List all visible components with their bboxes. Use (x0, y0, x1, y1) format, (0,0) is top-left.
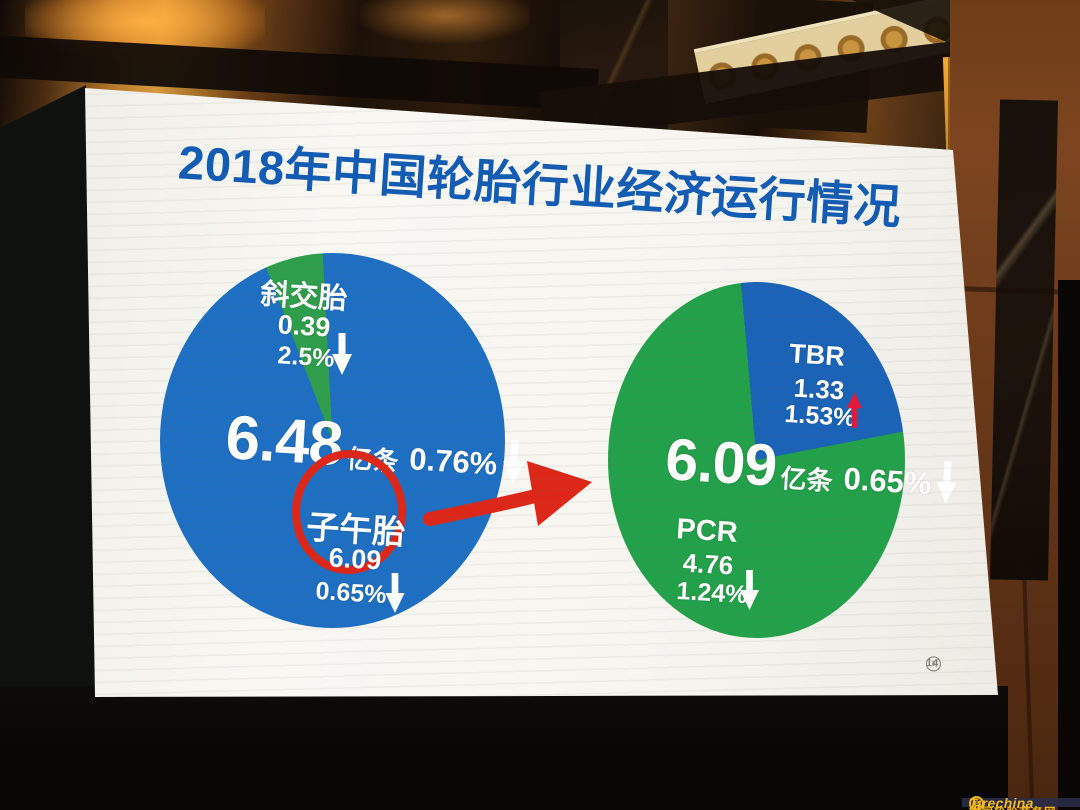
right-total-unit: 亿条 (779, 463, 834, 497)
left-pie-chart: 斜交胎 0.39 2.5% 6.48 亿条 0.76% 子午胎 6.09 0.6… (160, 253, 524, 628)
down-arrow-icon (740, 570, 759, 610)
right-total-row: 6.09 亿条 0.65% (663, 426, 958, 504)
bias-tire-value: 0.39 (276, 309, 332, 343)
down-arrow-icon (385, 573, 405, 613)
right-pie-chart: TBR 1.33 1.53% 6.09 亿条 0.65% PCR 4.76 1.… (608, 282, 957, 638)
watermark-tld: .net (969, 801, 986, 810)
audience-silhouette (0, 686, 1008, 810)
pcr-value: 4.76 (681, 547, 735, 581)
tirechina-logo-icon: e (969, 795, 984, 810)
room-shadow-left (0, 85, 97, 702)
radial-tire-pct: 0.65% (314, 576, 388, 610)
watermark: e Tirechina .net 中国轮胎商务网 (962, 795, 1080, 810)
radial-tire-value: 6.09 (327, 542, 383, 576)
tbr-label: TBR (788, 338, 846, 372)
pillar-marble-stripe (989, 99, 1059, 581)
pcr-label: PCR (675, 513, 739, 549)
pcr-pct: 1.24% (675, 576, 749, 610)
ceiling-light-glow (360, 0, 530, 43)
right-total-value: 6.09 (663, 426, 779, 499)
left-total-row: 6.48 亿条 0.76% (224, 403, 526, 484)
down-arrow-icon (502, 439, 524, 484)
dark-edge (1058, 280, 1080, 810)
down-arrow-icon (332, 333, 352, 375)
next-slide-button[interactable]: › (925, 655, 942, 672)
up-arrow-icon (847, 392, 862, 428)
bias-tire-pct: 2.5% (276, 341, 336, 373)
right-total-pct: 0.65% (842, 460, 933, 502)
tbr-pct: 1.53% (783, 399, 857, 433)
watermark-brand: Tirechina (969, 795, 1034, 810)
watermark-site-name: 中国轮胎商务网 (969, 804, 1057, 810)
down-arrow-icon (936, 460, 957, 504)
red-annotation-arrow-icon (423, 461, 592, 526)
